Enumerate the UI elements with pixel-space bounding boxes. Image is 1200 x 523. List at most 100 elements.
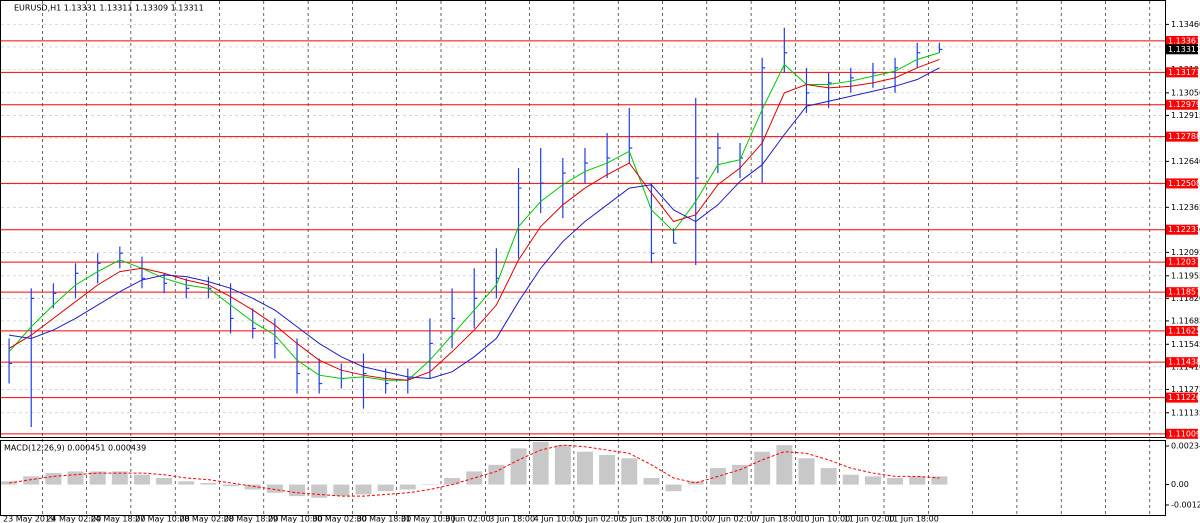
- moving-average: [8, 58, 940, 381]
- macd-bar: [244, 484, 261, 490]
- level-label-box: [1166, 178, 1198, 189]
- y-tick-label: 1.11685: [1171, 316, 1200, 325]
- macd-bar: [200, 482, 217, 485]
- level-label-box: [1166, 392, 1198, 403]
- macd-bar: [111, 471, 128, 485]
- macd-bar: [377, 484, 394, 492]
- level-label: 1.11438: [1168, 358, 1200, 367]
- y-tick-label: 1.12095: [1171, 248, 1200, 257]
- x-tick-label: 31 May 10:00: [401, 515, 456, 523]
- macd-bar: [776, 445, 793, 485]
- macd-bar: [576, 451, 593, 485]
- macd-bar: [133, 474, 150, 485]
- macd-bar: [887, 478, 904, 485]
- macd-bar: [311, 484, 328, 498]
- level-label: 1.11857: [1168, 288, 1200, 297]
- macd-bar: [289, 484, 306, 497]
- macd-bar: [156, 478, 173, 485]
- x-tick-label: 24 May 02:00: [46, 515, 101, 523]
- level-label: 1.12508: [1168, 179, 1200, 188]
- x-tick-label: 3 Jun 18:00: [489, 515, 535, 523]
- y-tick-label: 1.11820: [1171, 294, 1200, 303]
- macd-bar: [510, 448, 527, 485]
- macd-bar: [89, 471, 106, 485]
- macd-bar: [798, 458, 815, 485]
- macd-signal: [9, 444, 940, 497]
- x-tick-label: 28 May 18:00: [224, 515, 279, 523]
- y-tick-label: 1.11135: [1171, 408, 1200, 417]
- level-label: 1.11226: [1168, 393, 1200, 402]
- macd-bar: [665, 484, 682, 492]
- macd-bar: [554, 445, 571, 485]
- macd-bar: [333, 484, 350, 497]
- x-tick-label: 4 Jun 10:00: [534, 515, 580, 523]
- y-tick-label: 1.12640: [1171, 157, 1200, 166]
- level-label-box: [1166, 35, 1198, 46]
- macd-bar: [444, 478, 461, 485]
- macd-bar: [931, 476, 948, 485]
- macd-bar: [864, 476, 881, 485]
- macd-bar: [266, 484, 283, 493]
- x-tick-label: 10 Jun 10:00: [799, 515, 850, 523]
- level-label: 1.11625: [1168, 326, 1200, 335]
- moving-average: [9, 67, 940, 380]
- y-tick-label: 1.12365: [1171, 203, 1200, 212]
- current-price-label: 1.13311: [1168, 45, 1200, 54]
- level-label-box: [1166, 357, 1198, 368]
- x-tick-label: 11 Jun 18:00: [888, 515, 939, 523]
- x-tick-label: 30 May 18:00: [356, 515, 411, 523]
- x-tick-label: 5 Jun 18:00: [622, 515, 668, 523]
- level-label: 1.12979: [1168, 100, 1200, 109]
- x-tick-label: 27 May 10:00: [135, 515, 190, 523]
- macd-bar: [820, 468, 837, 485]
- x-tick-label: 6 Jun 10:00: [667, 515, 713, 523]
- x-tick-label: 29 May 10:00: [268, 515, 323, 523]
- macd-title: MACD(12,26,9) 0.000451 0.000439: [4, 444, 146, 453]
- macd-bar: [45, 473, 62, 485]
- macd-bar: [355, 484, 372, 495]
- y-tick-label: 1.12915: [1171, 111, 1200, 120]
- level-label-box: [1166, 257, 1198, 268]
- macd-bar: [67, 471, 84, 485]
- current-price-box: [1166, 44, 1198, 55]
- x-tick-label: 24 May 18:00: [91, 515, 146, 523]
- x-tick-label: 23 May 2019: [3, 515, 55, 523]
- level-label-box: [1166, 428, 1198, 439]
- macd-bar: [466, 471, 483, 485]
- level-label-box: [1166, 325, 1198, 336]
- x-tick-label: 28 May 02:00: [179, 515, 234, 523]
- level-label: 1.13361: [1168, 36, 1200, 45]
- macd-bar: [399, 484, 416, 490]
- macd-bar: [599, 454, 616, 485]
- y-tick-label: 1.11545: [1171, 340, 1200, 349]
- macd-bar: [178, 481, 195, 485]
- level-label-box: [1166, 224, 1198, 235]
- x-tick-label: 7 Jun 02:00: [711, 515, 757, 523]
- level-label: 1.11009: [1168, 429, 1200, 438]
- y-tick-label: -0.00124: [1171, 500, 1200, 509]
- moving-average: [8, 52, 940, 381]
- level-label: 1.12788: [1168, 132, 1200, 141]
- macd-bar: [222, 484, 239, 487]
- x-tick-label: 11 Jun 02:00: [844, 515, 895, 523]
- level-label-box: [1166, 99, 1198, 110]
- y-tick-label: 1.13050: [1171, 88, 1200, 97]
- level-label-box: [1166, 287, 1198, 298]
- level-label: 1.13173: [1168, 68, 1200, 77]
- macd-bar: [732, 464, 749, 485]
- x-tick-label: 5 Jun 02:00: [578, 515, 624, 523]
- macd-bar: [621, 458, 638, 485]
- level-label: 1.12037: [1168, 258, 1200, 267]
- y-tick-label: 1.11275: [1171, 385, 1200, 394]
- level-label-box: [1166, 131, 1198, 142]
- macd-bar: [643, 478, 660, 485]
- y-tick-label: 0.002344: [1171, 442, 1200, 451]
- macd-bar: [842, 474, 859, 485]
- level-label: 1.12231: [1168, 225, 1200, 234]
- macd-bar: [421, 484, 438, 486]
- y-tick-label: 1.13460: [1171, 20, 1200, 29]
- macd-bar: [754, 451, 771, 485]
- x-tick-label: 7 Jun 18:00: [755, 515, 801, 523]
- macd-bar: [532, 441, 549, 485]
